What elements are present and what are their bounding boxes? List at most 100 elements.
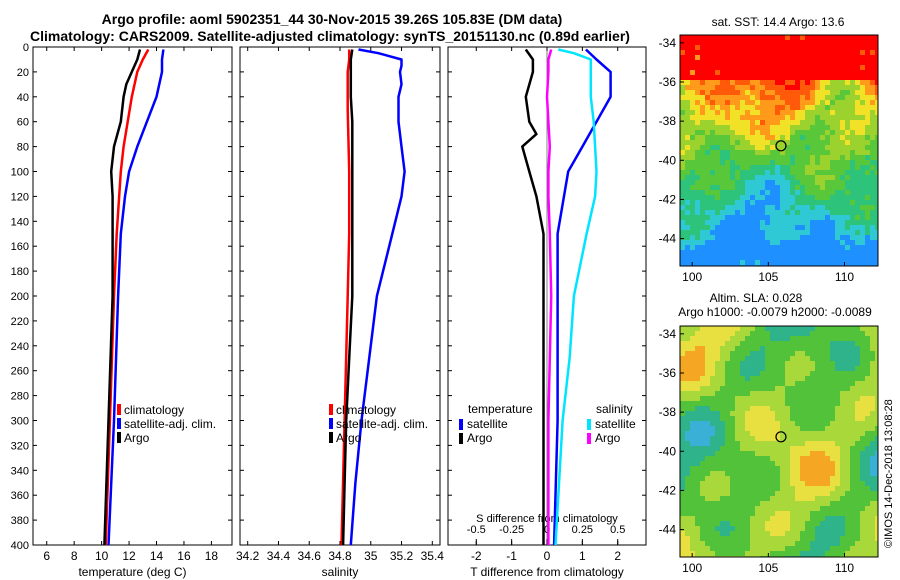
map-cell xyxy=(825,446,830,451)
map-cell xyxy=(700,260,705,265)
map-cell xyxy=(780,195,785,200)
map-cell xyxy=(815,175,820,180)
legend-label: satellite-adj. clim. xyxy=(336,417,428,431)
map-cell xyxy=(820,361,825,366)
map-cell xyxy=(815,45,820,50)
map-cell xyxy=(850,396,855,401)
map-cell xyxy=(700,411,705,416)
map-cell xyxy=(850,115,855,120)
map-cell xyxy=(720,135,725,140)
map-cell xyxy=(680,45,685,50)
map-cell xyxy=(740,446,745,451)
map-cell xyxy=(835,195,840,200)
map-cell xyxy=(790,240,795,245)
map-cell xyxy=(845,451,850,456)
map-cell xyxy=(780,431,785,436)
map-cell xyxy=(790,426,795,431)
map-cell xyxy=(865,491,870,496)
map-cell xyxy=(725,376,730,381)
differences-xlabel: T difference from climatology xyxy=(470,565,624,579)
map-cell xyxy=(830,481,835,486)
map-cell xyxy=(825,476,830,481)
map-cell xyxy=(865,220,870,225)
map-cell xyxy=(795,546,800,551)
map-cell xyxy=(705,386,710,391)
map-cell xyxy=(740,451,745,456)
map-cell xyxy=(815,230,820,235)
map-cell xyxy=(705,411,710,416)
map-cell xyxy=(855,35,860,40)
map-cell xyxy=(860,195,865,200)
map-cell xyxy=(690,160,695,165)
map-cell xyxy=(845,65,850,70)
map-cell xyxy=(725,180,730,185)
map-cell xyxy=(825,95,830,100)
map-cell xyxy=(710,341,715,346)
map-cell xyxy=(785,401,790,406)
map-cell xyxy=(730,140,735,145)
map-cell xyxy=(875,346,878,351)
map-cell xyxy=(845,245,850,250)
map-cell xyxy=(750,85,755,90)
map-cell xyxy=(690,526,695,531)
sst-map-title: sat. SST: 14.4 Argo: 13.6 xyxy=(712,15,845,29)
map-cell xyxy=(700,536,705,541)
map-cell xyxy=(790,551,795,556)
map-cell xyxy=(805,486,810,491)
map-cell xyxy=(775,446,780,451)
map-cell xyxy=(710,60,715,65)
map-cell xyxy=(870,436,875,441)
map-cell xyxy=(830,155,835,160)
map-cell xyxy=(850,210,855,215)
map-cell xyxy=(730,105,735,110)
map-cell xyxy=(825,386,830,391)
map-cell xyxy=(745,381,750,386)
map-cell xyxy=(725,255,730,260)
map-cell xyxy=(780,336,785,341)
map-cell xyxy=(790,496,795,501)
map-cell xyxy=(850,491,855,496)
argo-location-marker xyxy=(775,431,787,443)
map-cell xyxy=(840,516,845,521)
map-cell xyxy=(720,401,725,406)
map-cell xyxy=(740,511,745,516)
map-cell xyxy=(815,215,820,220)
map-cell xyxy=(790,466,795,471)
map-cell xyxy=(770,220,775,225)
map-cell xyxy=(835,416,840,421)
map-cell xyxy=(815,240,820,245)
map-cell xyxy=(775,336,780,341)
map-cell xyxy=(735,50,740,55)
map-cell xyxy=(785,135,790,140)
map-cell xyxy=(790,115,795,120)
map-cell xyxy=(790,461,795,466)
map-cell xyxy=(820,105,825,110)
map-cell xyxy=(845,240,850,245)
map-cell xyxy=(695,165,700,170)
map-cell xyxy=(740,120,745,125)
map-cell xyxy=(795,466,800,471)
map-cell xyxy=(770,230,775,235)
map-cell xyxy=(685,180,690,185)
map-cell xyxy=(865,541,870,546)
map-cell xyxy=(740,536,745,541)
map-cell xyxy=(870,351,875,356)
map-cell xyxy=(845,250,850,255)
map-cell xyxy=(680,230,685,235)
map-cell xyxy=(800,356,805,361)
map-cell xyxy=(790,481,795,486)
map-cell xyxy=(845,160,850,165)
map-cell xyxy=(835,130,840,135)
map-cell xyxy=(735,506,740,511)
map-cell xyxy=(705,436,710,441)
map-cell xyxy=(755,371,760,376)
map-cell xyxy=(760,145,765,150)
map-cell xyxy=(700,245,705,250)
map-cell xyxy=(860,366,865,371)
map-cell xyxy=(720,250,725,255)
map-cell xyxy=(735,386,740,391)
map-cell xyxy=(715,145,720,150)
map-cell xyxy=(845,70,850,75)
map-cell xyxy=(750,426,755,431)
map-cell xyxy=(870,461,875,466)
